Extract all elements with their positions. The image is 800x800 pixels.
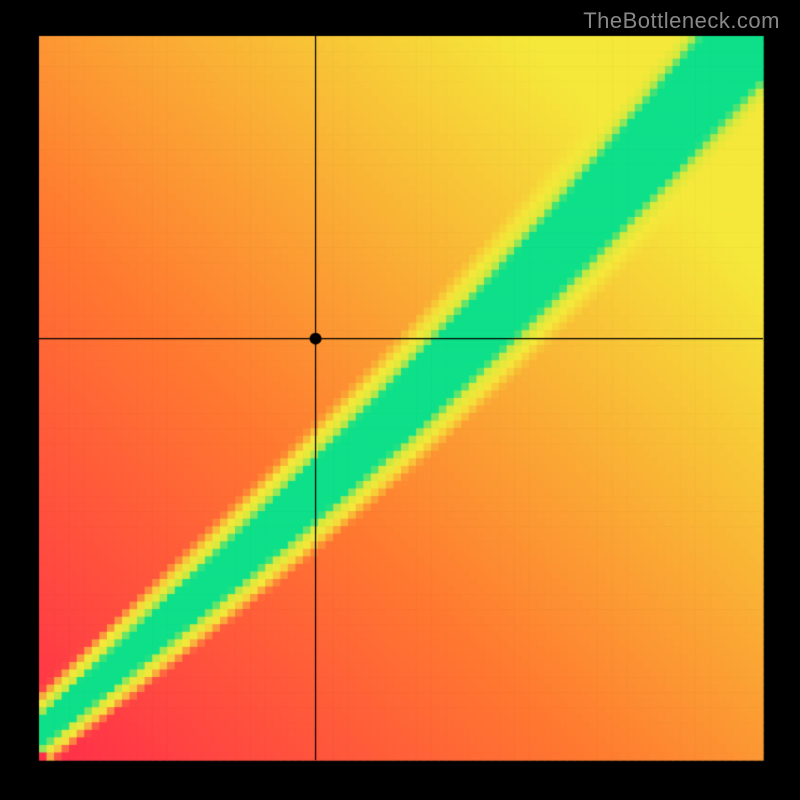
watermark-text: TheBottleneck.com [583,8,780,34]
bottleneck-heatmap [0,0,800,800]
